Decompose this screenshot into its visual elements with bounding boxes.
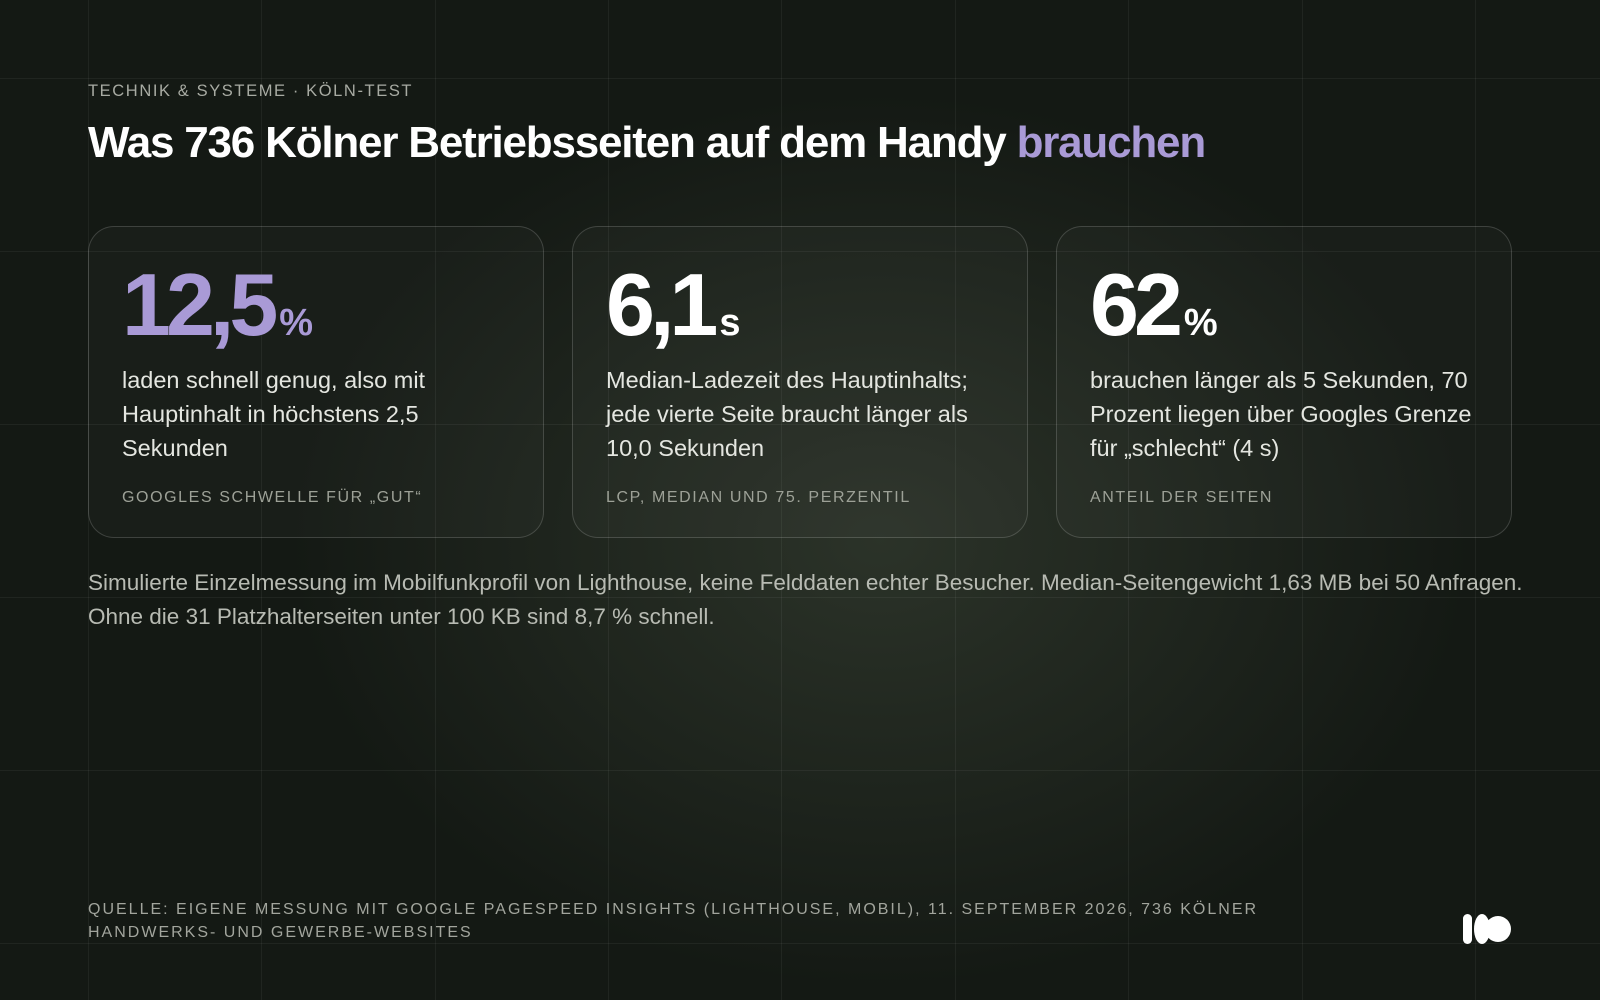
stat-number: 6,1 xyxy=(606,255,718,354)
stat-card-fast-pages: 12,5% laden schnell genug, also mit Haup… xyxy=(88,226,544,538)
source-footnote: QUELLE: EIGENE MESSUNG MIT GOOGLE PAGESP… xyxy=(88,901,1259,941)
stat-description: Median-Ladezeit des Hauptinhalts; jede v… xyxy=(606,367,968,461)
page-title: Was 736 Kölner Betriebsseiten auf dem Ha… xyxy=(88,118,1207,168)
stat-number: 12,5 xyxy=(122,255,278,354)
stat-unit: % xyxy=(1183,302,1218,344)
stat-label: GOOGLES SCHWELLE FÜR „GUT“ xyxy=(122,489,423,506)
stat-description: laden schnell genug, also mit Hauptinhal… xyxy=(122,367,426,461)
methodology-note: Simulierte Einzelmessung im Mobilfunkpro… xyxy=(88,570,1523,629)
stat-unit: % xyxy=(279,302,314,344)
eyebrow-category: TECHNIK & SYSTEME · KÖLN-TEST xyxy=(88,82,414,100)
stat-label: LCP, MEDIAN UND 75. PERZENTIL xyxy=(606,489,911,506)
stat-value: 6,1 s xyxy=(606,261,740,349)
stat-description: brauchen länger als 5 Sekunden, 70 Proze… xyxy=(1090,367,1472,461)
stat-value: 12,5% xyxy=(122,261,313,349)
brand-logo-icon xyxy=(1463,912,1511,946)
stat-number: 62 xyxy=(1090,255,1183,354)
stat-card-slow-share: 62% brauchen länger als 5 Sekunden, 70 P… xyxy=(1056,226,1512,538)
stat-value: 62% xyxy=(1090,261,1218,349)
title-accent-text: brauchen xyxy=(1016,118,1207,167)
title-main-text: Was 736 Kölner Betriebsseiten auf dem Ha… xyxy=(88,118,1007,167)
stat-card-median-lcp: 6,1 s Median-Ladezeit des Hauptinhalts; j… xyxy=(572,226,1028,538)
stat-label: ANTEIL DER SEITEN xyxy=(1090,489,1274,506)
stat-unit: s xyxy=(719,302,741,344)
